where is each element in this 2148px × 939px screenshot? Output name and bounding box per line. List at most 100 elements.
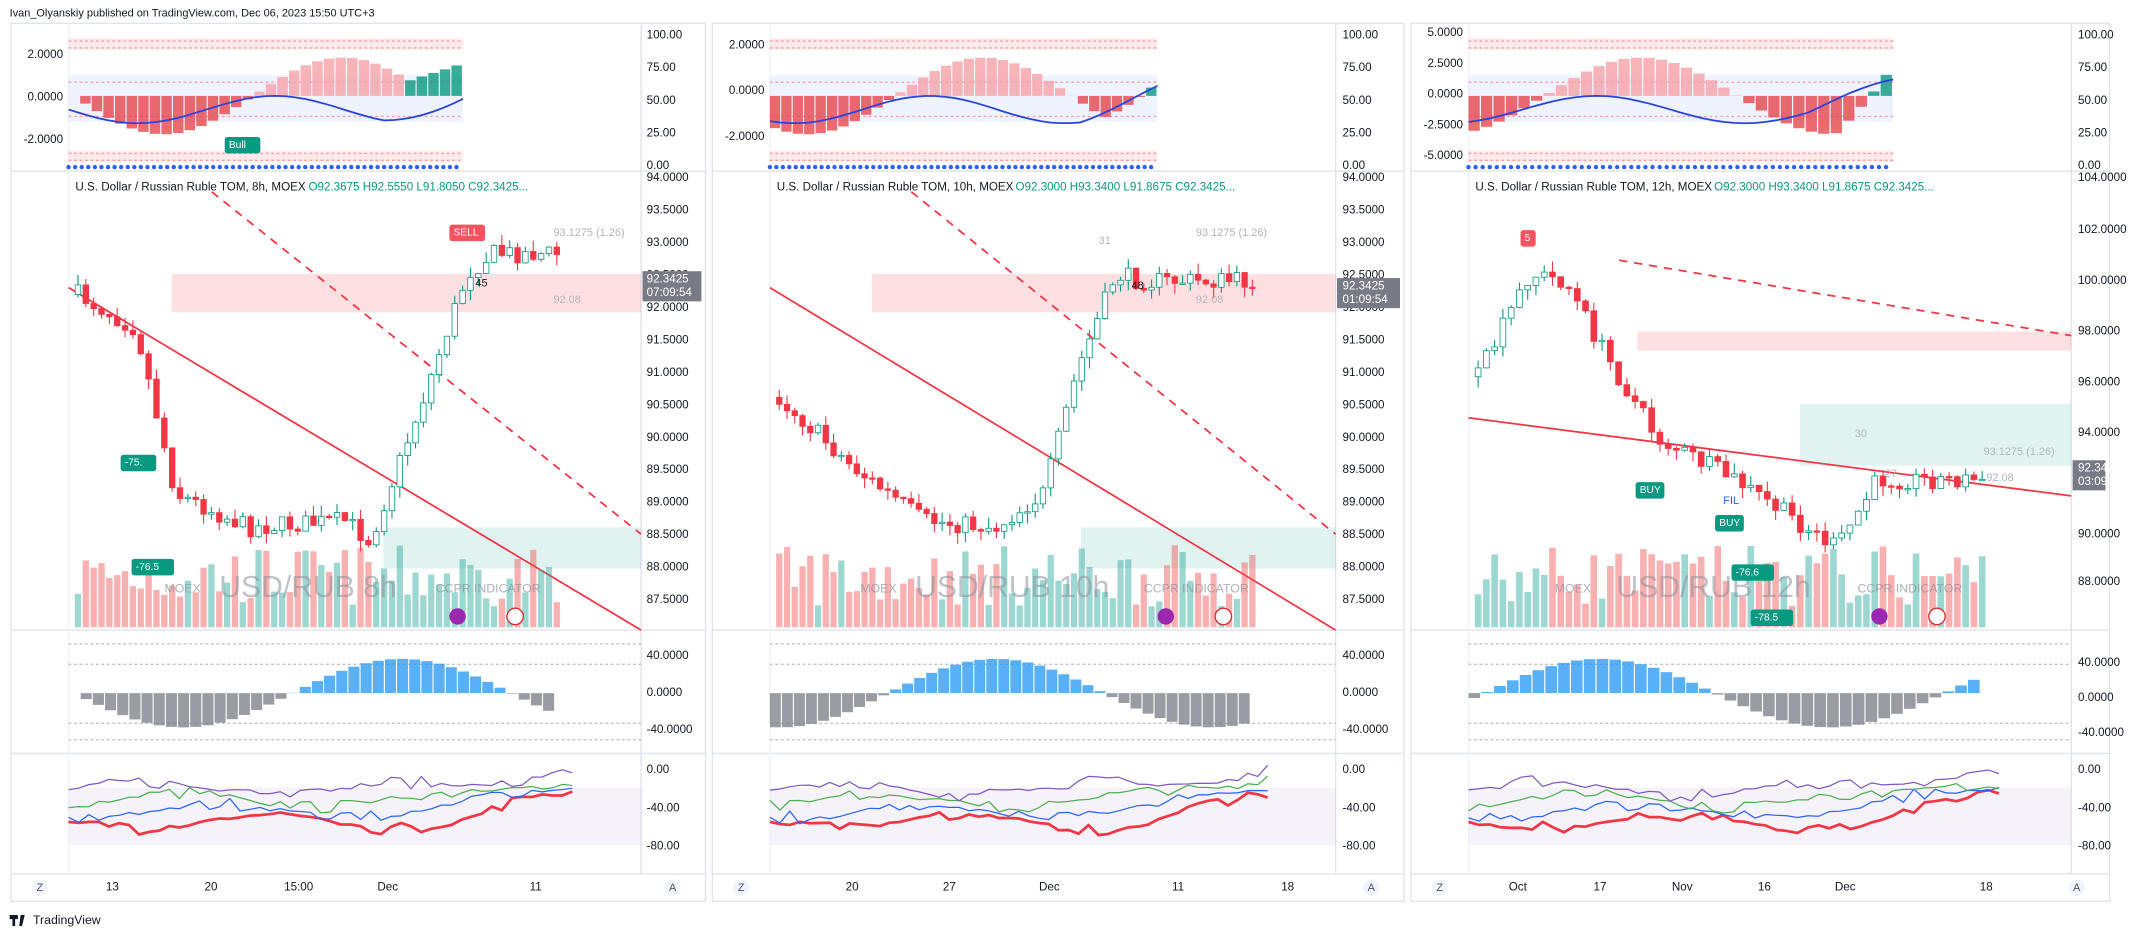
osc-bar [263,693,275,705]
volume-bar [985,605,992,628]
histogram-bar [1480,95,1493,127]
signal-dot [1572,164,1577,170]
volume-bar [876,599,884,628]
histogram-bar [1605,61,1618,96]
candle-body [121,325,129,331]
volume-bar [1032,568,1039,628]
signal-dot [1657,164,1662,170]
histogram-bar [416,76,428,96]
histogram-bar [1793,95,1805,129]
candle-body [1912,473,1920,489]
signal-dot [800,164,805,170]
volume-bar [443,573,451,628]
candle-body [553,246,560,255]
signal-dot [1148,164,1154,170]
price-axis-label: 93.0000 [647,236,690,249]
candle-body [365,540,372,546]
time-axis-label: 17 [1594,881,1607,894]
histogram-bar [1818,95,1830,134]
top-right-axis-label: 0.00 [647,159,670,172]
countdown: 01:09:54 [1342,293,1388,306]
histogram-bar [906,84,917,96]
volume-bar [1838,574,1845,628]
volume-bar [884,567,891,628]
osc-bar [482,681,494,694]
scale-button[interactable] [2068,879,2085,896]
scale-button[interactable] [31,879,49,896]
candle-body [1233,272,1240,283]
osc-bar [1214,693,1226,728]
last-price-tag [2072,460,2106,491]
signal-dot [1473,164,1478,170]
annotation-badge [1750,609,1794,626]
scale-button-label[interactable]: A [2073,882,2081,894]
osc-bar [1686,682,1698,694]
volume-bar [192,592,199,628]
histogram-bar [1705,80,1718,96]
candle-body [1722,460,1730,478]
scale-button[interactable] [1431,879,1448,896]
scale-button-label[interactable]: A [1368,882,1376,894]
candle-body [1846,524,1854,534]
signal-dot [191,164,196,170]
signal-dot [1466,164,1471,170]
price-axis-label: 90.0000 [2078,527,2121,540]
signal-dot [1058,164,1063,170]
candle-body [1921,473,1928,478]
signal-dot [1883,164,1889,170]
volume-bar [318,564,325,628]
signal-dot [1045,164,1050,170]
signal-dot [903,164,908,170]
candle-body [1590,310,1598,342]
scale-button-label[interactable]: Z [36,882,43,894]
osc-bar [1955,685,1967,694]
price-axis-label: 87.5000 [1342,593,1385,606]
osc-bar [275,693,287,699]
volume-bar [231,556,239,628]
candle-body [1078,357,1085,382]
signal-dot [1841,164,1846,170]
scale-button[interactable] [732,879,750,896]
candle-body [192,496,199,500]
zone-red [68,38,464,50]
osc1-axis-label: -40.0000 [1342,723,1388,736]
osc-bar [926,672,938,694]
signal-dot [329,164,334,170]
annotation-badge [120,454,157,472]
scale-button[interactable] [1363,879,1380,896]
candle-body [1156,273,1163,288]
histogram-bar [861,95,872,115]
volume-bar [1202,595,1209,628]
candle-body [1109,284,1116,293]
candle-body [1218,273,1225,288]
histogram-bar [114,95,126,124]
osc-bar [1545,666,1557,694]
signal-dot [99,164,104,170]
volume-bar [278,592,286,628]
osc-bar [950,664,962,694]
scale-button-label[interactable]: Z [1436,882,1443,894]
candle-body [286,516,294,530]
signal-dot [1636,164,1641,170]
price-axis-label: 91.5000 [1342,333,1385,346]
volume-bar [184,580,192,628]
osc-bar [1178,693,1190,725]
signal-dot [184,164,190,170]
signal-dot [922,164,928,170]
signal-dot [1551,164,1556,170]
scale-button-label[interactable]: A [669,882,677,894]
osc-bar [1010,660,1022,694]
footer-brand: TradingView [33,913,101,927]
lightning-icon [1871,608,1888,625]
volume-bar [892,599,899,628]
signal-dot [1116,164,1121,170]
volume-bar [106,577,113,628]
candle-body [373,531,380,546]
signal-dot [1000,164,1005,170]
osc2-axis-label: -40.00 [1342,801,1375,814]
signal-dot [164,164,170,170]
histogram-bar [138,95,149,132]
histogram-bar [451,65,462,96]
scale-button-label[interactable]: Z [738,882,745,894]
scale-button[interactable] [664,879,681,896]
